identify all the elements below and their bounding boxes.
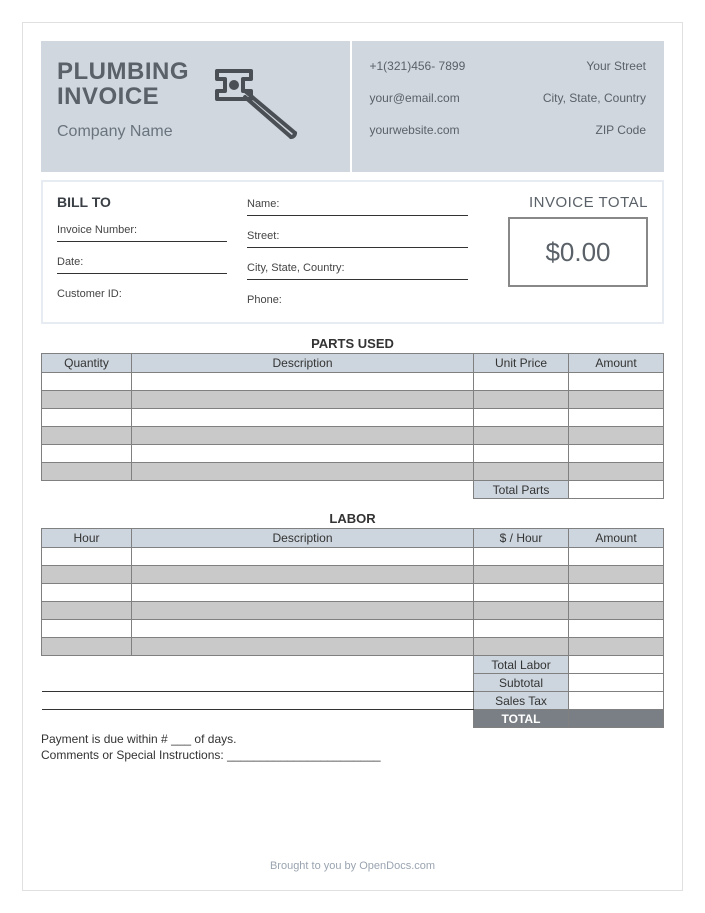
table-row[interactable] xyxy=(42,620,664,638)
footer-notes: Payment is due within # ___ of days. Com… xyxy=(41,732,664,764)
field-name[interactable]: Name: xyxy=(247,194,468,216)
header-left: PLUMBING INVOICE Company Name xyxy=(41,41,350,172)
field-date[interactable]: Date: xyxy=(57,252,227,274)
field-phone[interactable]: Phone: xyxy=(247,290,468,312)
contact-zip: ZIP Code xyxy=(596,123,646,137)
company-name: Company Name xyxy=(57,123,189,141)
labor-table: Hour Description $ / Hour Amount Total L… xyxy=(41,528,664,728)
contact-street: Your Street xyxy=(586,59,646,73)
table-row[interactable] xyxy=(42,373,664,391)
parts-col-desc: Description xyxy=(132,354,474,373)
table-row[interactable] xyxy=(42,445,664,463)
labor-total-value xyxy=(569,656,664,674)
bill-to-heading: BILL TO xyxy=(57,194,227,210)
subtotal-value xyxy=(569,674,664,692)
grand-total-label: TOTAL xyxy=(474,710,569,728)
table-row[interactable] xyxy=(42,584,664,602)
parts-col-qty: Quantity xyxy=(42,354,132,373)
contact-email: your@email.com xyxy=(370,91,460,105)
parts-total-value xyxy=(569,481,664,499)
field-city[interactable]: City, State, Country: xyxy=(247,258,468,280)
parts-total-label: Total Parts xyxy=(474,481,569,499)
parts-table: Quantity Description Unit Price Amount T… xyxy=(41,353,664,499)
labor-total-label: Total Labor xyxy=(474,656,569,674)
table-row[interactable] xyxy=(42,427,664,445)
contact-website: yourwebsite.com xyxy=(370,123,460,137)
table-row[interactable] xyxy=(42,638,664,656)
header-right: +1(321)456- 7899 Your Street your@email.… xyxy=(350,41,665,172)
invoice-total-label: INVOICE TOTAL xyxy=(529,194,648,211)
comments-line: Comments or Special Instructions: ______… xyxy=(41,748,664,762)
wrench-icon xyxy=(199,61,309,156)
labor-col-rate: $ / Hour xyxy=(474,529,569,548)
table-row[interactable] xyxy=(42,566,664,584)
payment-terms: Payment is due within # ___ of days. xyxy=(41,732,664,746)
grand-total-value xyxy=(569,710,664,728)
invoice-total-value: $0.00 xyxy=(508,217,648,287)
field-customer-id[interactable]: Customer ID: xyxy=(57,284,227,306)
contact-phone: +1(321)456- 7899 xyxy=(370,59,466,73)
table-row[interactable] xyxy=(42,391,664,409)
labor-col-hour: Hour xyxy=(42,529,132,548)
field-street[interactable]: Street: xyxy=(247,226,468,248)
labor-col-desc: Description xyxy=(132,529,474,548)
contact-city: City, State, Country xyxy=(543,91,646,105)
header: PLUMBING INVOICE Company Name xyxy=(41,41,664,172)
salestax-value xyxy=(569,692,664,710)
labor-col-amt: Amount xyxy=(569,529,664,548)
table-row[interactable] xyxy=(42,463,664,481)
labor-title: LABOR xyxy=(41,511,664,526)
salestax-label: Sales Tax xyxy=(474,692,569,710)
field-invoice-number[interactable]: Invoice Number: xyxy=(57,220,227,242)
subtotal-label: Subtotal xyxy=(474,674,569,692)
invoice-title: PLUMBING INVOICE xyxy=(57,59,189,109)
table-row[interactable] xyxy=(42,409,664,427)
parts-col-price: Unit Price xyxy=(474,354,569,373)
bill-to-block: BILL TO Invoice Number: Date: Customer I… xyxy=(41,180,664,324)
footer-credit: Brought to you by OpenDocs.com xyxy=(41,840,664,872)
parts-title: PARTS USED xyxy=(41,336,664,351)
parts-col-amt: Amount xyxy=(569,354,664,373)
table-row[interactable] xyxy=(42,602,664,620)
table-row[interactable] xyxy=(42,548,664,566)
